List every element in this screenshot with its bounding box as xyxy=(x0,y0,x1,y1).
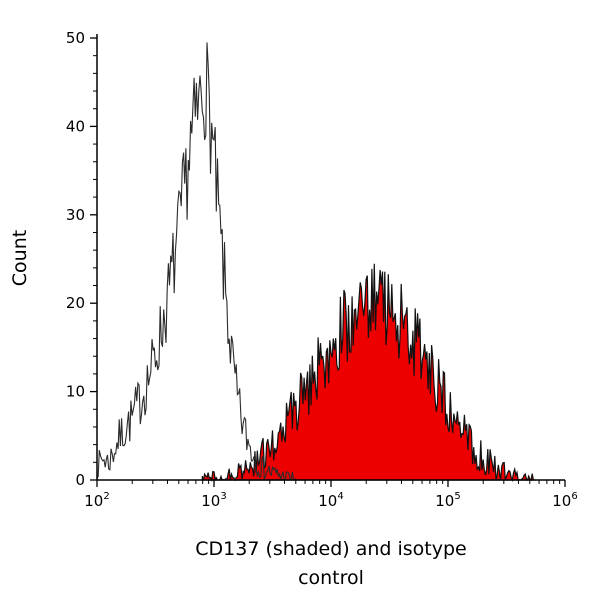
series-cd137-shaded xyxy=(201,263,536,483)
y-tick-label: 30 xyxy=(66,206,85,224)
y-tick-label: 20 xyxy=(66,294,85,312)
y-tick-label: 50 xyxy=(66,29,85,47)
x-tick-label: 106 xyxy=(552,491,577,510)
x-tick-label: 104 xyxy=(318,491,343,510)
x-axis-label-line2: control xyxy=(298,567,364,590)
series-layer xyxy=(96,42,536,483)
x-axis-label-line1: CD137 (shaded) and isotype xyxy=(195,538,467,560)
y-tick-label: 40 xyxy=(66,117,85,135)
y-axis-label: Count xyxy=(9,229,31,287)
y-tick-label: 0 xyxy=(75,471,85,489)
x-axis-label: CD137 (shaded) and isotype control xyxy=(97,535,565,594)
x-ticks: 102 103 104 105 106 xyxy=(84,480,578,510)
y-tick-label: 10 xyxy=(66,383,85,401)
x-tick-label: 105 xyxy=(435,491,460,510)
x-tick-label: 102 xyxy=(84,491,109,510)
series-isotype-control xyxy=(96,42,297,481)
x-tick-label: 103 xyxy=(201,491,226,510)
y-ticks: 0 10 20 30 40 50 xyxy=(66,29,97,489)
